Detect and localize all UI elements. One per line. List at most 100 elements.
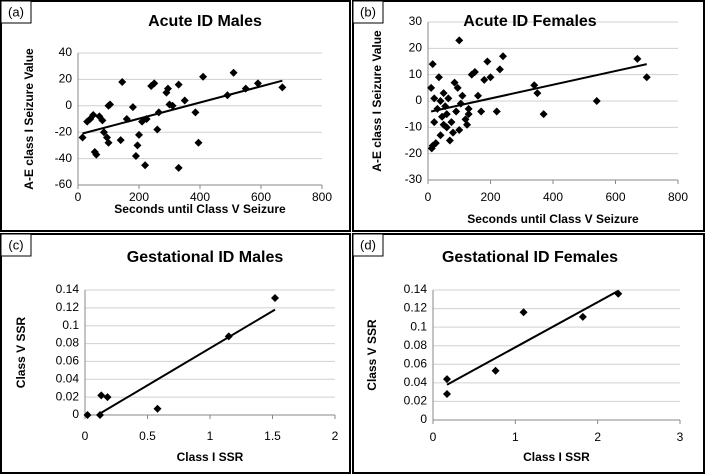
x-axis-label: Class I SSR [523, 450, 590, 464]
chart-title: Acute ID Males [148, 13, 262, 30]
panel-label-box [0, 233, 32, 257]
y-tick-label: 0.02 [56, 389, 80, 403]
x-axis-label: Class I SSR [177, 450, 244, 464]
x-tick-label: 0.5 [139, 429, 156, 443]
point [229, 68, 238, 77]
point [174, 80, 183, 89]
panel-border [352, 233, 705, 474]
x-tick-label: 3 [677, 430, 684, 444]
chart-title: Gestational ID Males [127, 249, 284, 266]
y-tick-label: 40 [59, 45, 73, 59]
y-tick-label: 20 [59, 72, 73, 86]
point [174, 163, 183, 172]
point [199, 72, 208, 81]
point [455, 36, 464, 45]
panel: (b) -30 -20 -10 0 10 20 30 0 200 400 600 800 Acute ID… [352, 0, 705, 232]
point [642, 73, 651, 82]
point [150, 79, 159, 88]
panel-border [0, 0, 351, 232]
point [168, 101, 177, 110]
point [477, 107, 486, 116]
x-tick-label: 0 [425, 190, 432, 204]
point [445, 136, 454, 145]
point [439, 89, 448, 98]
point [483, 57, 492, 66]
y-tick-label: -10 [405, 120, 423, 134]
point [128, 103, 137, 112]
y-tick-label: 0.1 [62, 318, 79, 332]
trendline [96, 308, 276, 416]
y-axis-label: A-E class I Seizure Value [370, 30, 384, 172]
y-axis-label: Class V SSR [14, 316, 28, 388]
panel-label: (d) [360, 237, 376, 252]
x-tick-label: 2 [594, 430, 601, 444]
y-tick-label: 0 [72, 407, 79, 421]
y-tick-label: 0.14 [404, 282, 428, 296]
point [442, 123, 451, 132]
panel: (d) 0 0.02 0.04 0.06 0.08 0.1 0.12 0.14 0 1 2 3 Gesta… [352, 233, 705, 474]
point [104, 138, 113, 147]
point [533, 89, 542, 98]
x-tick-label: 800 [312, 190, 332, 204]
trendline [430, 63, 647, 113]
x-tick-label: 2 [332, 429, 339, 443]
point [118, 78, 127, 87]
point [499, 52, 507, 61]
y-tick-label: 0.14 [56, 282, 80, 296]
point [135, 130, 143, 139]
chart-title: Acute ID Females [463, 13, 596, 30]
y-axis-label: Class V SSR [365, 319, 379, 391]
point [83, 411, 92, 419]
y-tick-label: 20 [409, 41, 423, 55]
point [464, 104, 473, 113]
point [92, 150, 101, 159]
panel-border [352, 0, 705, 232]
y-tick-label: 0.08 [56, 336, 80, 350]
point [434, 73, 443, 82]
point [592, 97, 601, 105]
y-tick-label: 0.02 [404, 394, 428, 408]
y-tick-label: -30 [405, 172, 423, 186]
y-tick-label: 0.06 [404, 356, 428, 370]
y-tick-label: -40 [55, 151, 73, 165]
x-tick-label: 200 [480, 190, 500, 204]
point [474, 91, 482, 100]
x-tick-label: 1 [207, 429, 214, 443]
trendline [446, 290, 619, 386]
point [463, 120, 472, 129]
y-tick-label: -60 [55, 177, 73, 191]
point [428, 60, 437, 69]
point [480, 75, 489, 84]
point [153, 125, 162, 134]
panel-label-box [352, 0, 384, 24]
point [99, 128, 108, 137]
point [253, 79, 262, 88]
point [430, 118, 439, 127]
point [444, 94, 453, 103]
x-tick-label: 0 [82, 429, 89, 443]
point [633, 54, 642, 63]
y-tick-label: 0.08 [404, 338, 428, 352]
point [614, 289, 623, 298]
x-tick-label: 600 [605, 190, 625, 204]
point [141, 161, 150, 170]
y-tick-label: 0.04 [404, 375, 428, 389]
point [133, 141, 142, 150]
point [492, 107, 501, 116]
y-tick-label: 10 [409, 67, 423, 81]
point [442, 110, 451, 119]
point [89, 111, 98, 120]
point [180, 96, 189, 105]
point [464, 110, 473, 119]
point [427, 83, 436, 92]
point [431, 139, 440, 148]
x-tick-label: 1.5 [264, 429, 281, 443]
point [430, 94, 439, 103]
y-tick-label: 0 [415, 93, 422, 107]
chart-title: Gestational ID Females [442, 249, 618, 266]
x-tick-label: 400 [543, 190, 563, 204]
x-tick-label: 600 [251, 190, 271, 204]
point [271, 294, 279, 303]
